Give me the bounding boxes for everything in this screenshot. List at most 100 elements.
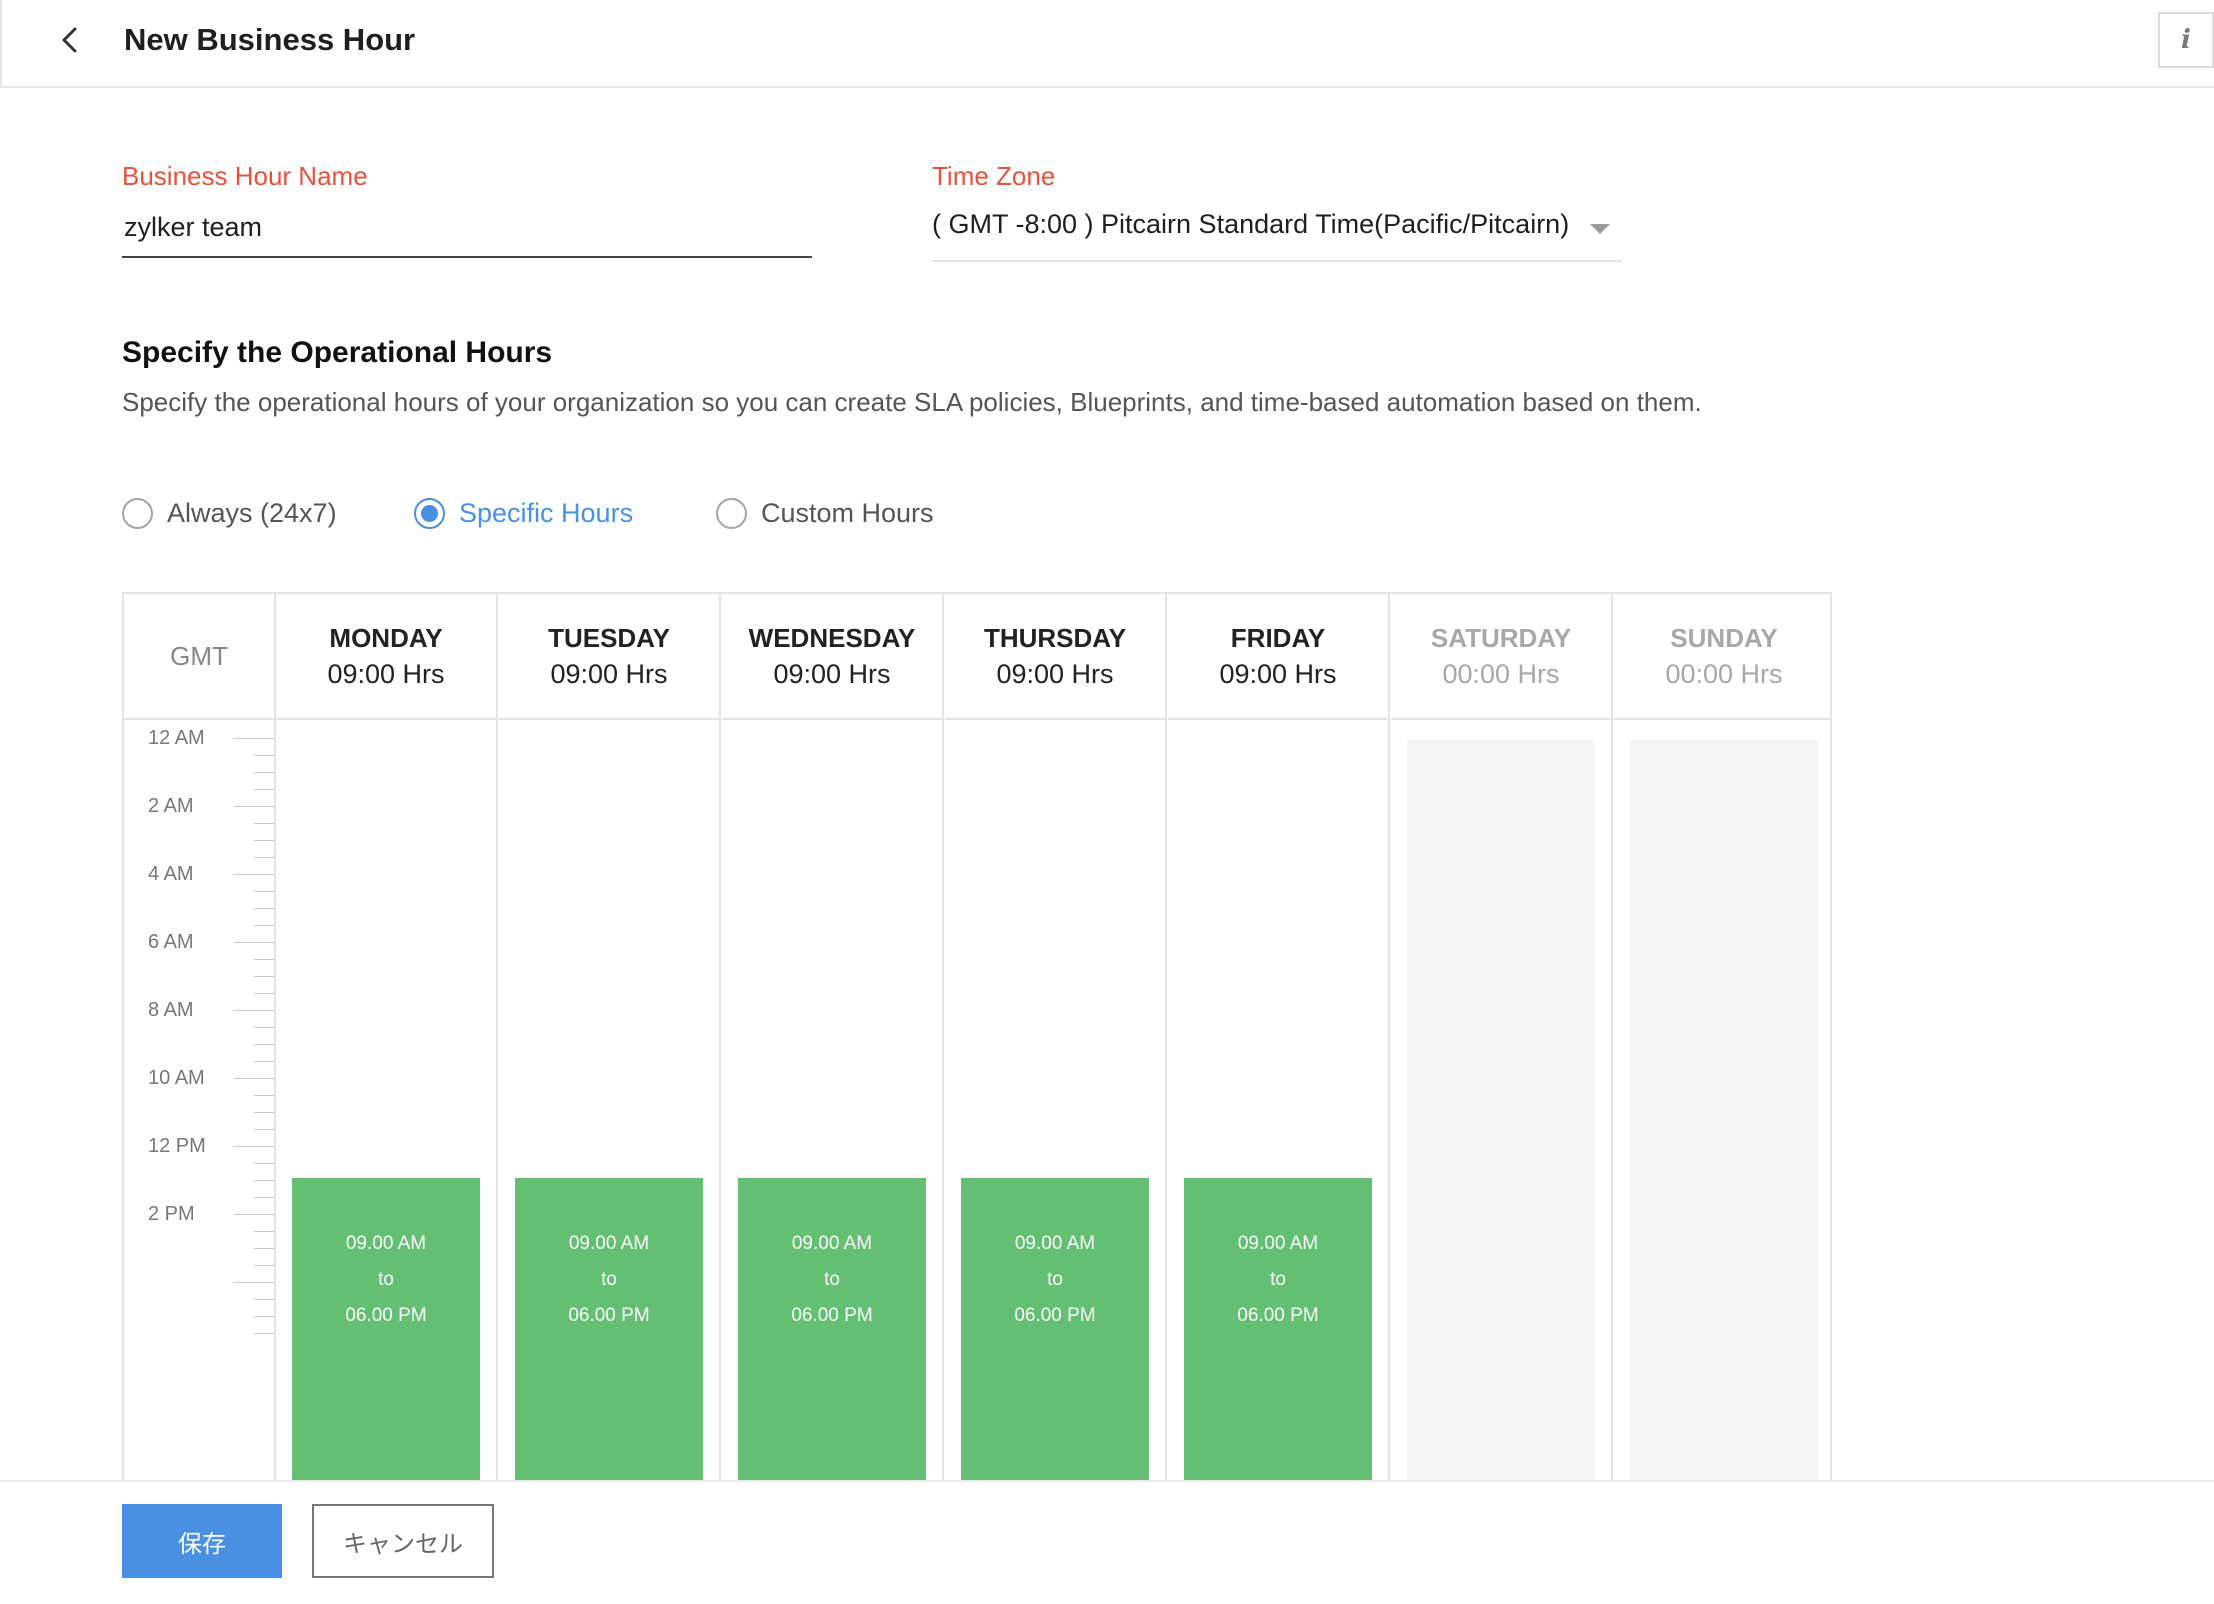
chevron-left-icon: [62, 27, 77, 53]
business-hour-name-underline: [122, 256, 812, 258]
time-tick: [254, 1265, 274, 1266]
working-hours-block[interactable]: 09.00 AM to 06.00 PM: [738, 1178, 926, 1480]
day-header-monday: MONDAY 09:00 Hrs: [276, 594, 498, 720]
time-tick: [254, 1129, 274, 1130]
day-header-friday: FRIDAY 09:00 Hrs: [1168, 594, 1390, 720]
time-tick: [254, 857, 274, 858]
time-tick: [254, 1095, 274, 1096]
working-hours-block[interactable]: 09.00 AM to 06.00 PM: [515, 1178, 703, 1480]
time-tick: [254, 772, 274, 773]
radio-circle[interactable]: [122, 498, 153, 529]
time-tick: [254, 1112, 274, 1113]
time-tick: [234, 1078, 274, 1079]
day-header-saturday: SATURDAY 00:00 Hrs: [1391, 594, 1613, 720]
time-tick: [254, 1061, 274, 1062]
day-name: SATURDAY: [1430, 623, 1572, 653]
time-tick: [234, 942, 274, 943]
time-tick: [254, 1180, 274, 1181]
hour-label: 8 AM: [148, 999, 194, 1021]
time-tick: [254, 1044, 274, 1045]
day-column-tuesday[interactable]: 09.00 AM to 06.00 PM: [499, 720, 721, 1480]
time-tick: [254, 959, 274, 960]
day-name: MONDAY: [329, 623, 443, 653]
working-hours-block[interactable]: 09.00 AM to 06.00 PM: [1184, 1178, 1372, 1480]
time-tick: [254, 925, 274, 926]
day-column-thursday[interactable]: 09.00 AM to 06.00 PM: [945, 720, 1167, 1480]
day-hours-total: 09:00 Hrs: [1219, 659, 1337, 689]
working-hours-sep: to: [1270, 1269, 1286, 1290]
working-hours-sep: to: [824, 1269, 840, 1290]
day-header-sunday: SUNDAY 00:00 Hrs: [1614, 594, 1830, 720]
save-button[interactable]: 保存: [122, 1504, 282, 1578]
time-tick: [254, 1333, 274, 1334]
radio-label: Specific Hours: [459, 498, 634, 528]
time-tick: [254, 1231, 274, 1232]
working-hours-end: 06.00 PM: [568, 1305, 650, 1326]
day-hours-total: 09:00 Hrs: [550, 659, 668, 689]
hour-label: 2 AM: [148, 795, 194, 817]
hour-label: 12 PM: [148, 1135, 206, 1157]
cancel-button[interactable]: キャンセル: [312, 1504, 494, 1578]
radio-circle[interactable]: [414, 498, 445, 529]
time-tick: [254, 1316, 274, 1317]
time-tick: [234, 806, 274, 807]
info-button[interactable]: i: [2158, 12, 2214, 68]
business-hour-name-input[interactable]: zylker team: [124, 212, 263, 242]
day-hours-total: 09:00 Hrs: [996, 659, 1114, 689]
day-column-sunday[interactable]: [1614, 720, 1830, 1480]
time-tick: [234, 1146, 274, 1147]
day-column-monday[interactable]: 09.00 AM to 06.00 PM: [276, 720, 498, 1480]
working-hours-block[interactable]: 09.00 AM to 06.00 PM: [961, 1178, 1149, 1480]
working-hours-sep: to: [601, 1269, 617, 1290]
time-zone-select[interactable]: ( GMT -8:00 ) Pitcairn Standard Time(Pac…: [932, 209, 1570, 239]
day-column-friday[interactable]: 09.00 AM to 06.00 PM: [1168, 720, 1390, 1480]
time-tick: [254, 1197, 274, 1198]
hour-label: 4 AM: [148, 863, 194, 885]
time-tick: [254, 823, 274, 824]
working-hours-start: 09.00 AM: [1014, 1233, 1096, 1254]
time-tick: [254, 755, 274, 756]
working-hours-start: 09.00 AM: [345, 1233, 427, 1254]
time-tick: [234, 874, 274, 875]
working-hours-end: 06.00 PM: [791, 1305, 873, 1326]
day-name: FRIDAY: [1230, 623, 1326, 653]
working-hours-start: 09.00 AM: [568, 1233, 650, 1254]
day-name: SUNDAY: [1670, 623, 1778, 653]
day-hours-total: 00:00 Hrs: [1442, 659, 1560, 689]
day-name: THURSDAY: [983, 623, 1127, 653]
radio-custom-hours[interactable]: Custom Hours: [716, 498, 934, 529]
top-bar: New Business Hour i: [0, 0, 2214, 88]
time-tick: [254, 976, 274, 977]
day-header-thursday: THURSDAY 09:00 Hrs: [945, 594, 1167, 720]
day-column-wednesday[interactable]: 09.00 AM to 06.00 PM: [722, 720, 944, 1480]
chevron-down-icon[interactable]: [1590, 224, 1610, 234]
radio-specific-hours[interactable]: Specific Hours: [414, 498, 633, 529]
page-title: New Business Hour: [124, 22, 416, 57]
radio-circle[interactable]: [716, 498, 747, 529]
day-header-tuesday: TUESDAY 09:00 Hrs: [499, 594, 721, 720]
time-tick: [254, 1299, 274, 1300]
working-hours-start: 09.00 AM: [1237, 1233, 1319, 1254]
day-hours-total: 09:00 Hrs: [327, 659, 445, 689]
working-hours-sep: to: [378, 1269, 394, 1290]
hour-label: 10 AM: [148, 1067, 205, 1089]
day-column-saturday[interactable]: [1391, 720, 1613, 1480]
radio-always[interactable]: Always (24x7): [122, 498, 337, 529]
time-tick: [254, 891, 274, 892]
back-button[interactable]: [50, 20, 90, 60]
time-tick: [254, 1248, 274, 1249]
schedule-grid: GMT 12 AM 2 AM 4 AM 6 AM 8 AM 10 AM 12 PM 2 PM …: [122, 592, 1832, 1480]
time-zone-label: Time Zone: [932, 161, 1056, 191]
time-tick: [254, 993, 274, 994]
gmt-header: GMT: [124, 594, 276, 720]
time-tick: [234, 738, 274, 739]
working-hours-block[interactable]: 09.00 AM to 06.00 PM: [292, 1178, 480, 1480]
day-hours-total: 09:00 Hrs: [773, 659, 891, 689]
hour-label: 12 AM: [148, 727, 205, 749]
radio-label: Custom Hours: [761, 498, 934, 528]
time-tick: [254, 908, 274, 909]
working-hours-sep: to: [1047, 1269, 1063, 1290]
working-hours-start: 09.00 AM: [791, 1233, 873, 1254]
info-icon: i: [2181, 25, 2191, 55]
time-tick: [234, 1214, 274, 1215]
